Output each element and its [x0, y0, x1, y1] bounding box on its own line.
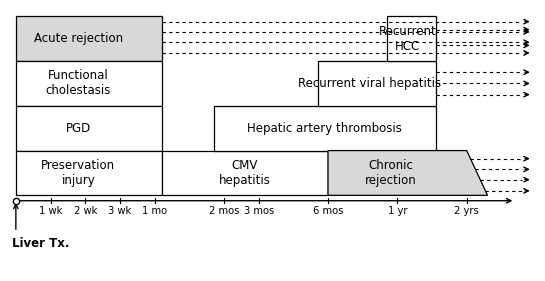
Text: PGD: PGD [65, 122, 91, 135]
Bar [318, 61, 435, 106]
Text: 1 mo: 1 mo [142, 206, 167, 216]
Bar [387, 16, 435, 61]
Text: 6 mos: 6 mos [313, 206, 343, 216]
Text: Recurrent
HCC: Recurrent HCC [379, 25, 437, 53]
Text: Acute rejection: Acute rejection [34, 32, 123, 45]
Bar [214, 106, 435, 151]
Text: Chronic
rejection: Chronic rejection [365, 159, 416, 187]
Text: Preservation
injury: Preservation injury [41, 159, 116, 187]
Text: 1 yr: 1 yr [387, 206, 407, 216]
Bar [16, 106, 161, 151]
Text: Functional
cholestasis: Functional cholestasis [46, 69, 111, 98]
Text: Liver Tx.: Liver Tx. [13, 237, 70, 250]
Bar [16, 16, 161, 61]
Text: 2 yrs: 2 yrs [455, 206, 479, 216]
Text: 2 wk: 2 wk [74, 206, 97, 216]
Bar [16, 61, 161, 106]
Bar [161, 151, 328, 195]
Bar [16, 151, 161, 195]
Polygon shape [328, 151, 488, 195]
Text: Recurrent viral hepatitis: Recurrent viral hepatitis [298, 77, 441, 90]
Text: Hepatic artery thrombosis: Hepatic artery thrombosis [247, 122, 402, 135]
Text: CMV
hepatitis: CMV hepatitis [219, 159, 271, 187]
Text: 2 mos: 2 mos [209, 206, 239, 216]
Text: 3 wk: 3 wk [108, 206, 131, 216]
Text: 3 mos: 3 mos [244, 206, 274, 216]
Text: 1 wk: 1 wk [39, 206, 62, 216]
